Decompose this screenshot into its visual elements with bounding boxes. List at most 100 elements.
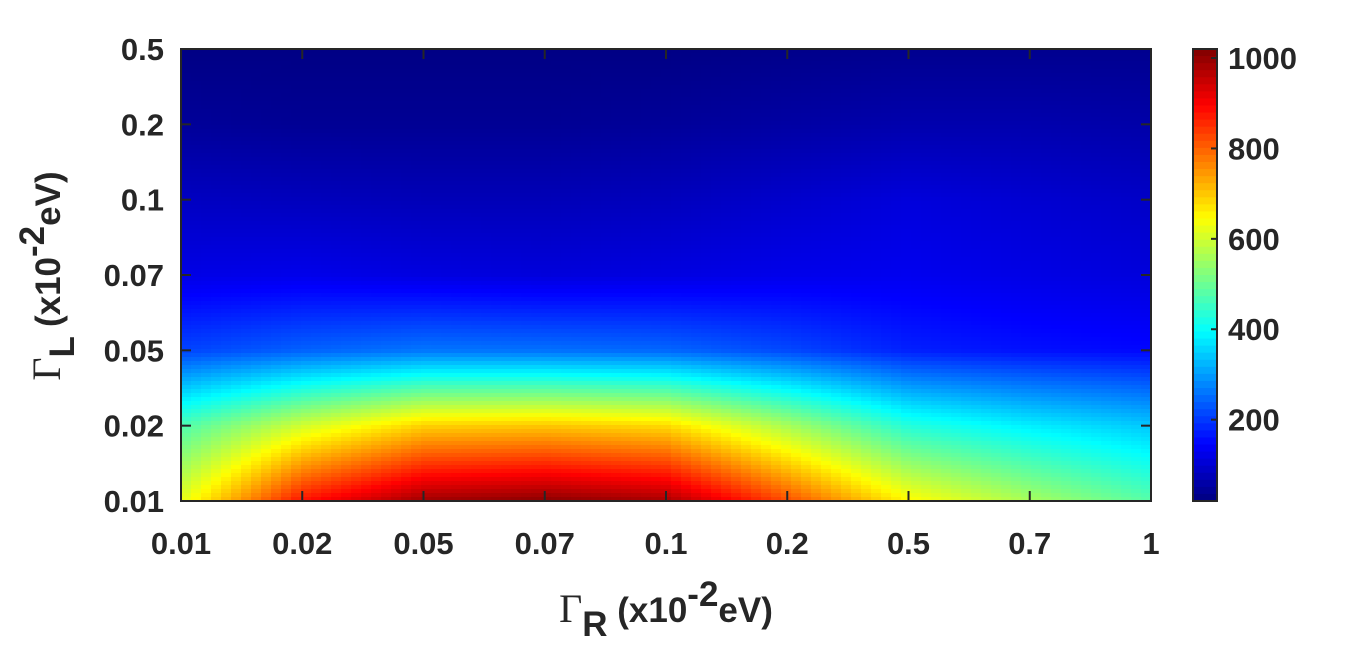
heatmap-cell bbox=[861, 165, 872, 170]
heatmap-cell bbox=[901, 121, 912, 126]
heatmap-cell bbox=[551, 65, 562, 70]
heatmap-cell bbox=[331, 61, 342, 66]
heatmap-cell bbox=[601, 97, 612, 102]
heatmap-cell bbox=[501, 221, 512, 226]
heatmap-cell bbox=[1091, 177, 1102, 182]
heatmap-cell bbox=[411, 77, 422, 82]
heatmap-cell bbox=[591, 129, 602, 134]
heatmap-cell bbox=[741, 69, 752, 74]
heatmap-cell bbox=[631, 177, 642, 182]
heatmap-cell bbox=[431, 201, 442, 206]
heatmap-cell bbox=[611, 81, 622, 86]
heatmap-cell bbox=[471, 129, 482, 134]
heatmap-cell bbox=[431, 65, 442, 70]
heatmap-cell bbox=[231, 225, 242, 230]
heatmap-cell bbox=[1131, 225, 1142, 230]
heatmap-cell bbox=[441, 225, 452, 230]
heatmap-cell bbox=[641, 189, 652, 194]
heatmap-cell bbox=[611, 69, 622, 74]
heatmap-cell bbox=[671, 145, 682, 150]
heatmap-cell bbox=[721, 77, 732, 82]
heatmap-cell bbox=[181, 105, 192, 110]
heatmap-cell bbox=[831, 193, 842, 198]
heatmap-cell bbox=[471, 245, 482, 250]
heatmap-cell bbox=[481, 101, 492, 106]
heatmap-cell bbox=[421, 153, 432, 158]
heatmap-cell bbox=[711, 241, 722, 246]
heatmap-cell bbox=[881, 197, 892, 202]
heatmap-cell bbox=[441, 97, 452, 102]
heatmap-cell bbox=[731, 157, 742, 162]
heatmap-cell bbox=[641, 69, 652, 74]
heatmap-cell bbox=[951, 169, 962, 174]
heatmap-cell bbox=[291, 225, 302, 230]
heatmap-cell bbox=[701, 61, 712, 66]
heatmap-cell bbox=[931, 73, 942, 78]
heatmap-cell bbox=[341, 137, 352, 142]
heatmap-cell bbox=[391, 65, 402, 70]
heatmap-cell bbox=[711, 237, 722, 242]
heatmap-cell bbox=[371, 221, 382, 226]
heatmap-cell bbox=[841, 153, 852, 158]
heatmap-cell bbox=[421, 169, 432, 174]
heatmap-cell bbox=[991, 137, 1002, 142]
heatmap-cell bbox=[441, 209, 452, 214]
heatmap-cell bbox=[841, 249, 852, 254]
heatmap-cell bbox=[911, 209, 922, 214]
heatmap-cell bbox=[1011, 129, 1022, 134]
heatmap-cell bbox=[751, 249, 762, 254]
heatmap-cell bbox=[381, 217, 392, 222]
heatmap-cell bbox=[771, 225, 782, 230]
heatmap-cell bbox=[831, 101, 842, 106]
heatmap-cell bbox=[231, 117, 242, 122]
heatmap-cell bbox=[411, 229, 422, 234]
heatmap-cell bbox=[511, 73, 522, 78]
heatmap-cell bbox=[1021, 77, 1032, 82]
heatmap-cell bbox=[611, 221, 622, 226]
heatmap-cell bbox=[381, 241, 392, 246]
heatmap-cell bbox=[721, 81, 732, 86]
heatmap-cell bbox=[881, 49, 892, 54]
heatmap-cell bbox=[291, 209, 302, 214]
heatmap-cell bbox=[671, 133, 682, 138]
heatmap-cell bbox=[261, 109, 272, 114]
heatmap-cell bbox=[731, 93, 742, 98]
heatmap-cell bbox=[471, 189, 482, 194]
heatmap-cell bbox=[1141, 117, 1152, 122]
heatmap-cell bbox=[611, 177, 622, 182]
heatmap-cell bbox=[641, 157, 652, 162]
heatmap-cell bbox=[1121, 109, 1132, 114]
heatmap-cell bbox=[371, 165, 382, 170]
heatmap-cell bbox=[751, 233, 762, 238]
heatmap-cell bbox=[801, 249, 812, 254]
heatmap-cell bbox=[551, 229, 562, 234]
heatmap-cell bbox=[961, 245, 972, 250]
heatmap-cell bbox=[1101, 137, 1112, 142]
heatmap-cell bbox=[1131, 97, 1142, 102]
heatmap-cell bbox=[921, 225, 932, 230]
heatmap-cell bbox=[501, 209, 512, 214]
heatmap-cell bbox=[521, 181, 532, 186]
heatmap-cell bbox=[1051, 97, 1062, 102]
heatmap-cell bbox=[321, 153, 332, 158]
heatmap-cell bbox=[751, 221, 762, 226]
heatmap-cell bbox=[841, 129, 852, 134]
heatmap-cell bbox=[421, 221, 432, 226]
heatmap-cell bbox=[211, 73, 222, 78]
heatmap-cell bbox=[361, 85, 372, 90]
heatmap-cell bbox=[931, 229, 942, 234]
heatmap-cell bbox=[981, 225, 992, 230]
heatmap-cell bbox=[931, 93, 942, 98]
heatmap-cell bbox=[631, 181, 642, 186]
heatmap-cell bbox=[1041, 97, 1052, 102]
heatmap-cell bbox=[891, 97, 902, 102]
heatmap-cell bbox=[1101, 89, 1112, 94]
heatmap-cell bbox=[1041, 217, 1052, 222]
heatmap-cell bbox=[811, 185, 822, 190]
heatmap-cell bbox=[631, 57, 642, 62]
heatmap-cell bbox=[881, 161, 892, 166]
heatmap-cell bbox=[581, 93, 592, 98]
heatmap-cell bbox=[221, 253, 232, 258]
heatmap-cell bbox=[601, 233, 612, 238]
heatmap-cell bbox=[1021, 101, 1032, 106]
